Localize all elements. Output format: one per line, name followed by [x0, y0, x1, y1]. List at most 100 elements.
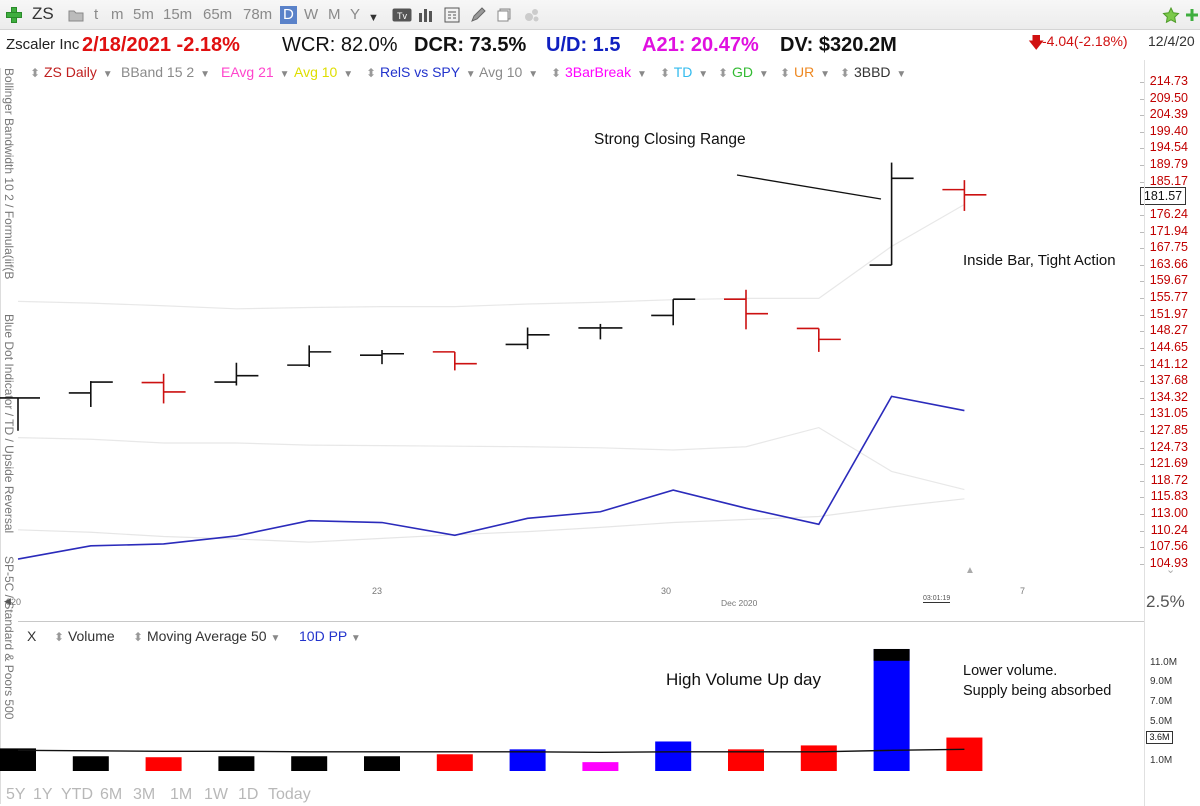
dropdown-icon[interactable]: ▼	[200, 69, 210, 80]
range-3m[interactable]: 3M	[133, 786, 156, 803]
price-tick-label: 131.05	[1149, 406, 1188, 421]
indicator-label: ZS Daily	[43, 64, 97, 80]
drag-handle-icon[interactable]: ⬍	[133, 630, 144, 644]
dots-icon[interactable]	[524, 7, 540, 23]
indicator-bband[interactable]: BBand 15 2 ▼	[121, 64, 210, 80]
indicator-rels[interactable]: ⬍ RelS vs SPY ▼	[366, 64, 476, 80]
ma50-indicator[interactable]: ⬍ Moving Average 50 ▼	[133, 628, 280, 644]
price-tick-label: 124.73	[1149, 439, 1188, 454]
drag-handle-icon[interactable]: ⬍	[660, 66, 671, 80]
star-icon[interactable]	[1162, 7, 1180, 23]
timeframe-65m[interactable]: 65m	[203, 6, 233, 23]
folder-icon[interactable]	[68, 7, 84, 23]
ohlc-bar	[432, 351, 477, 371]
bar-chart-icon[interactable]	[418, 7, 434, 23]
calculator-icon[interactable]	[444, 7, 460, 23]
dropdown-icon[interactable]: ▼	[698, 69, 709, 80]
axis-caret-icon[interactable]: ⌄	[1166, 564, 1176, 576]
drag-handle-icon[interactable]: ⬍	[718, 66, 729, 80]
range-ytd[interactable]: YTD	[61, 786, 93, 803]
lower-band-line	[17, 426, 965, 491]
10dpp-indicator[interactable]: 10D PP ▼	[299, 628, 361, 644]
ohlc-bar	[0, 397, 40, 431]
indicator-zs-daily[interactable]: ⬍ ZS Daily ▼	[30, 64, 113, 80]
dropdown-icon[interactable]: ▼	[102, 69, 113, 80]
dropdown-icon[interactable]: ▼	[270, 633, 281, 644]
price-tick-mark	[1140, 248, 1144, 250]
date-label-dec: Dec 2020	[721, 598, 758, 608]
volume-indicator[interactable]: ⬍ Volume	[54, 628, 115, 644]
symbol-field[interactable]: ZS	[32, 4, 54, 23]
volume-bar	[436, 754, 473, 771]
annotation-lower-volume: Lower volume.	[963, 663, 1058, 679]
timeframe-dropdown-icon[interactable]: ▼	[368, 12, 379, 24]
range-6m[interactable]: 6M	[100, 786, 123, 803]
range-1m[interactable]: 1M	[170, 786, 193, 803]
layers-icon[interactable]	[496, 7, 512, 23]
left-divider	[0, 68, 1, 804]
pen-icon[interactable]	[470, 7, 486, 23]
price-tick-mark	[1140, 231, 1144, 233]
range-1y[interactable]: 1Y	[33, 786, 53, 803]
indicator-label: EAvg 21	[221, 64, 274, 80]
timeframe-15m[interactable]: 15m	[163, 6, 193, 23]
tv-icon[interactable]: Tv	[392, 7, 412, 23]
pane-divider[interactable]	[18, 621, 1144, 622]
volume-bar	[0, 748, 36, 771]
drag-handle-icon[interactable]: ⬍	[30, 66, 41, 80]
indicator-label: Volume	[67, 628, 115, 644]
plus-small-icon[interactable]	[1184, 7, 1200, 23]
dropdown-icon[interactable]: ▼	[637, 69, 647, 80]
price-tick-mark	[1140, 281, 1144, 283]
price-tick-label: 163.66	[1149, 256, 1188, 271]
indicator-avg10-yellow[interactable]: Avg 10 ▼	[294, 64, 353, 80]
dropdown-icon[interactable]: ▼	[820, 69, 830, 80]
drag-handle-icon[interactable]: ⬍	[54, 630, 65, 644]
timeframe-5m[interactable]: 5m	[133, 6, 154, 23]
dv-value: DV: $320.2M	[780, 34, 897, 56]
dropdown-icon[interactable]: ▼	[343, 69, 354, 80]
drag-handle-icon[interactable]: ⬍	[551, 66, 562, 80]
range-1w[interactable]: 1W	[204, 786, 228, 803]
timeframe-w[interactable]: W	[304, 6, 319, 23]
dropdown-icon[interactable]: ▼	[350, 633, 361, 644]
plus-icon[interactable]	[6, 7, 22, 23]
dropdown-icon[interactable]: ▼	[465, 69, 476, 80]
indicator-gd[interactable]: ⬍ GD ▼	[718, 64, 769, 80]
drag-handle-icon[interactable]: ⬍	[780, 66, 791, 80]
indicator-3barbreak[interactable]: ⬍ 3BarBreak ▼	[551, 64, 647, 80]
price-tick-label: 107.56	[1149, 539, 1188, 554]
indicator-ur[interactable]: ⬍ UR ▼	[780, 64, 830, 80]
drag-handle-icon[interactable]: ⬍	[840, 66, 851, 80]
range-today[interactable]: Today	[268, 786, 311, 803]
time-stamp: 03:01:19	[923, 595, 951, 603]
dropdown-icon[interactable]: ▼	[758, 69, 769, 80]
timeframe-d[interactable]: D	[280, 6, 297, 24]
dropdown-icon[interactable]: ▼	[279, 69, 290, 80]
percent-scale[interactable]: 2.5%	[1146, 592, 1185, 611]
dropdown-icon[interactable]: ▼	[896, 69, 907, 80]
timeframe-y[interactable]: Y	[350, 6, 361, 23]
price-tick-label: 121.69	[1149, 456, 1188, 471]
indicator-label: 3BarBreak	[564, 64, 632, 80]
ohlc-bars	[0, 162, 987, 431]
timeframe-m[interactable]: m	[111, 6, 124, 23]
range-5y[interactable]: 5Y	[6, 786, 26, 803]
scroll-left-icon[interactable]: ◀	[4, 596, 11, 606]
timeframe-t[interactable]: t	[94, 6, 99, 23]
timeframe-78m[interactable]: 78m	[243, 6, 273, 23]
dropdown-icon[interactable]: ▼	[528, 69, 539, 80]
indicator-eavg[interactable]: EAvg 21 ▼	[221, 64, 289, 80]
timeframe-m-monthly[interactable]: M	[328, 6, 341, 23]
scroll-up-icon[interactable]: ▲	[965, 565, 975, 576]
drag-handle-icon[interactable]: ⬍	[366, 66, 377, 80]
close-pane-button[interactable]: X	[27, 628, 37, 644]
ohlc-bar	[724, 289, 768, 330]
indicator-avg10-gray[interactable]: Avg 10 ▼	[479, 64, 538, 80]
indicator-3bbd[interactable]: ⬍ 3BBD ▼	[840, 64, 906, 80]
indicator-td[interactable]: ⬍ TD ▼	[660, 64, 708, 80]
range-1d[interactable]: 1D	[238, 786, 259, 803]
price-tick-mark	[1140, 381, 1144, 383]
price-tick-label: 148.27	[1149, 323, 1188, 338]
